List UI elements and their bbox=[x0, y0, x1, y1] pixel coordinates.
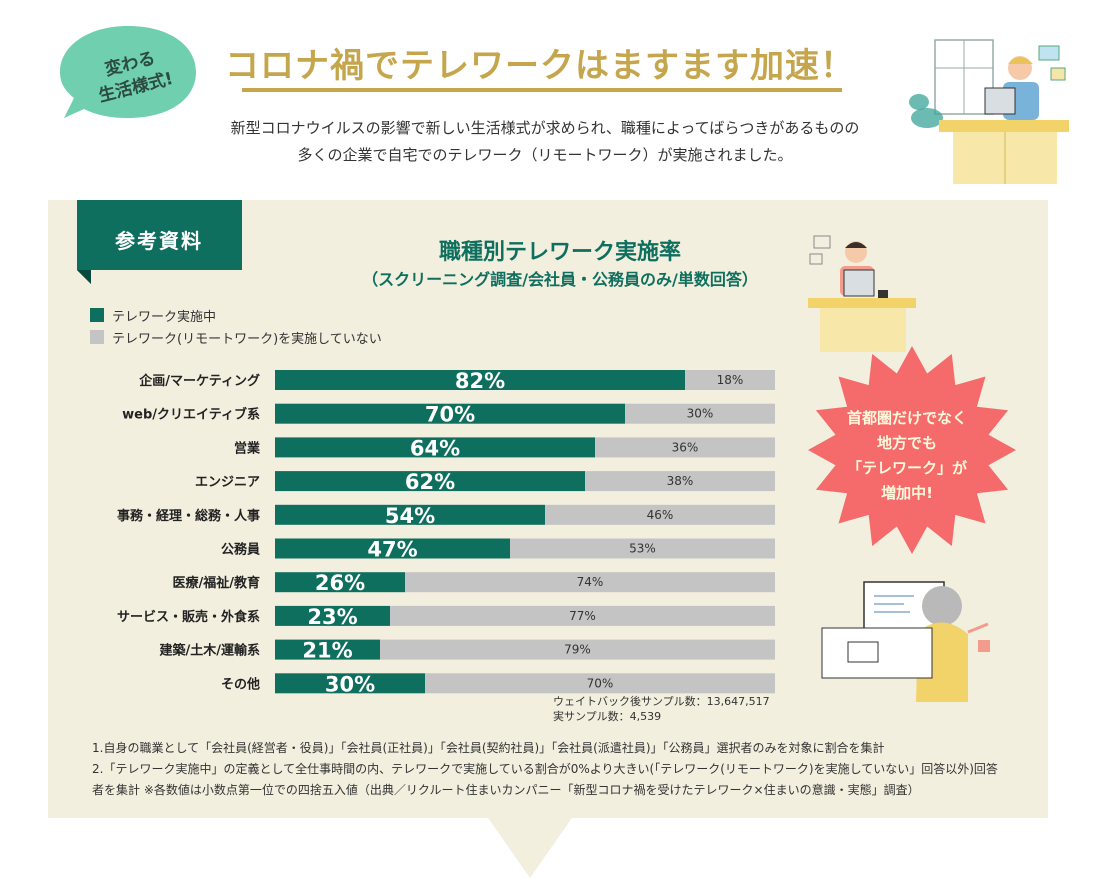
bar-no-telework-value: 38% bbox=[667, 474, 694, 488]
category-label: エンジニア bbox=[195, 475, 260, 490]
bar-no-telework bbox=[585, 471, 775, 492]
category-label: 医療/福祉/教育 bbox=[173, 575, 261, 591]
bar-telework bbox=[275, 538, 510, 559]
legend-label-telework: テレワーク実施中 bbox=[112, 309, 217, 325]
footnote-3: 者を集計 ※各数値は小数点第一位での四捨五入値（出典／リクルート住まいカンパニー… bbox=[92, 783, 920, 797]
bar-telework-value: 70% bbox=[425, 403, 475, 427]
bar-telework bbox=[275, 504, 545, 525]
legend-item-no-telework: テレワーク(リモートワーク)を実施していない bbox=[90, 326, 382, 348]
chart-title: 職種別テレワーク実施率 bbox=[438, 240, 681, 265]
bar-no-telework-value: 70% bbox=[587, 676, 614, 690]
page-headline: コロナ禍でテレワークはますます加速！ bbox=[225, 46, 855, 86]
footnotes: 1.自身の職業として「会社員(経営者・役員)」「会社員(正社員)」「会社員(契約… bbox=[92, 738, 1012, 801]
chart-legend: テレワーク実施中 テレワーク(リモートワーク)を実施していない bbox=[90, 304, 382, 348]
bar-no-telework-value: 30% bbox=[687, 407, 714, 421]
bar-telework bbox=[275, 639, 380, 660]
category-label: サービス・販売・外食系 bbox=[117, 609, 260, 625]
category-label: 営業 bbox=[234, 440, 261, 456]
bar-telework-value: 23% bbox=[307, 605, 357, 629]
legend-label-no-telework: テレワーク(リモートワーク)を実施していない bbox=[112, 331, 382, 347]
legend-swatch-gray bbox=[90, 330, 104, 344]
bar-no-telework-value: 77% bbox=[569, 609, 596, 623]
category-label: 建築/土木/運輸系 bbox=[160, 643, 261, 659]
bar-no-telework-value: 36% bbox=[672, 440, 699, 454]
legend-item-telework: テレワーク実施中 bbox=[90, 304, 382, 326]
woman-computer-illustration bbox=[821, 581, 990, 702]
callout-text: 首都圏だけでなく 地方でも 「テレワーク」が 増加中! bbox=[846, 409, 967, 502]
bar-no-telework bbox=[685, 370, 775, 390]
bar-telework-value: 64% bbox=[410, 436, 460, 460]
bar-no-telework-value: 79% bbox=[564, 643, 591, 657]
starburst-callout bbox=[808, 346, 1016, 554]
category-label: その他 bbox=[221, 676, 260, 692]
bar-no-telework bbox=[510, 538, 775, 559]
bar-no-telework bbox=[380, 639, 775, 660]
desk-worker-illustration bbox=[808, 235, 916, 352]
bar-telework bbox=[275, 370, 685, 390]
legend-swatch-teal bbox=[90, 308, 104, 322]
intro-text: 新型コロナウイルスの影響で新しい生活様式が求められ、職種によってばらつきがあるも… bbox=[230, 119, 860, 164]
bar-telework bbox=[275, 471, 585, 492]
footnote-1: 1.自身の職業として「会社員(経営者・役員)」「会社員(正社員)」「会社員(契約… bbox=[92, 741, 885, 755]
panel-down-arrow bbox=[488, 818, 572, 878]
chart-subtitle: （スクリーニング調査/会社員・公務員のみ/単数回答） bbox=[362, 270, 758, 289]
bar-no-telework bbox=[390, 605, 775, 626]
bar-no-telework-value: 46% bbox=[647, 508, 674, 522]
ribbon-banner bbox=[77, 200, 242, 284]
bar-telework bbox=[275, 605, 390, 626]
bar-no-telework-value: 18% bbox=[717, 373, 744, 387]
bar-no-telework bbox=[595, 437, 775, 458]
bar-no-telework bbox=[625, 403, 775, 424]
bar-no-telework bbox=[545, 504, 775, 525]
remote-worker-illustration bbox=[909, 39, 1069, 184]
category-label: 企画/マーケティング bbox=[138, 373, 260, 389]
ribbon-label: 参考資料 bbox=[115, 229, 203, 253]
bar-no-telework-value: 74% bbox=[577, 575, 604, 589]
category-label: 事務・経理・総務・人事 bbox=[117, 508, 260, 524]
headline-underline bbox=[242, 88, 842, 92]
bar-telework-value: 47% bbox=[367, 538, 417, 562]
bar-telework-value: 54% bbox=[385, 504, 435, 528]
bar-telework-value: 30% bbox=[325, 672, 375, 696]
bar-telework bbox=[275, 403, 625, 424]
bar-telework bbox=[275, 572, 405, 593]
bar-telework bbox=[275, 437, 595, 458]
bar-no-telework bbox=[425, 673, 775, 694]
bar-telework-value: 26% bbox=[315, 571, 365, 595]
bar-telework-value: 62% bbox=[405, 470, 455, 494]
speech-bubble-badge bbox=[60, 26, 196, 118]
category-label: web/クリエイティブ系 bbox=[122, 407, 260, 423]
bar-telework-value: 82% bbox=[455, 369, 505, 393]
footnote-2: 2.「テレワーク実施中」の定義として全仕事時間の内、テレワークで実施している割合… bbox=[92, 762, 998, 776]
bar-telework bbox=[275, 673, 425, 694]
bar-no-telework bbox=[405, 572, 775, 593]
bar-telework-value: 21% bbox=[302, 639, 352, 663]
bar-no-telework-value: 53% bbox=[629, 542, 656, 556]
category-label: 公務員 bbox=[221, 542, 260, 558]
sample-size-note: ウェイトバック後サンプル数：13,647,517 実サンプル数：4,539 bbox=[553, 695, 770, 723]
